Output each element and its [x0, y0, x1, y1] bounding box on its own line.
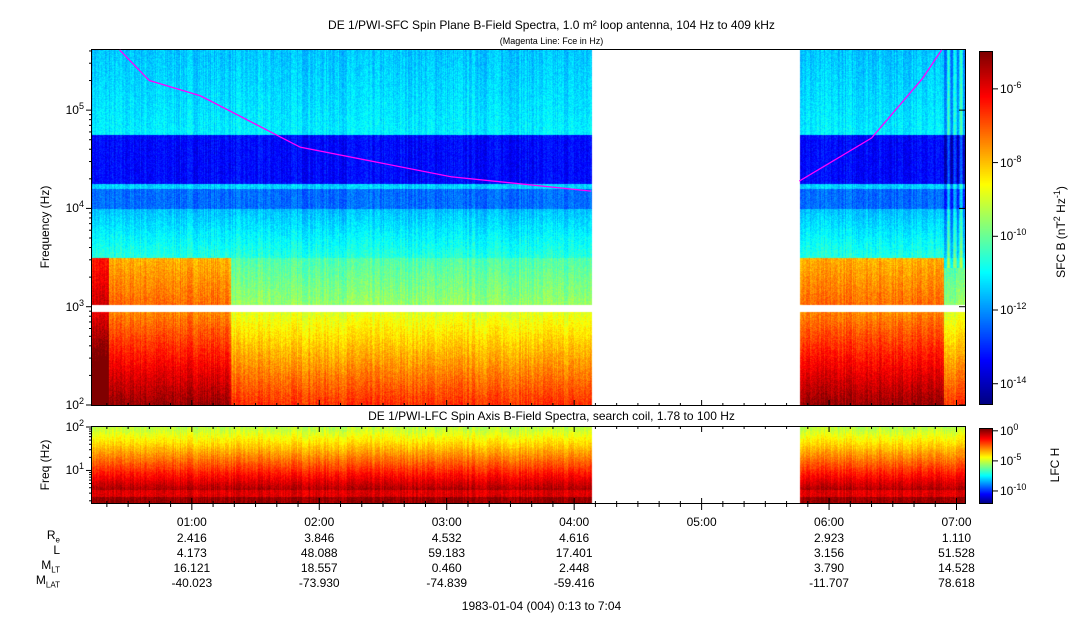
ephemeris-value: 78.618 — [938, 576, 975, 590]
sfc-ytick-label: 104 — [65, 199, 84, 216]
ephemeris-row-label: MLT — [41, 558, 60, 575]
ephemeris-value: 16.121 — [173, 561, 211, 575]
lfc-spectrogram — [92, 427, 965, 503]
lfc-ytick-label: 102 — [65, 418, 84, 434]
ephemeris-value: 17.401 — [555, 546, 593, 560]
lfc-colorbar-tick-label: 100 — [1000, 421, 1019, 438]
sfc-colorbar-tick-label: 10-6 — [1000, 79, 1022, 96]
ephemeris-value: 3.156 — [814, 546, 845, 560]
ephemeris-value: 4.616 — [559, 531, 590, 545]
sfc-colorbar-tick-label: 10-14 — [1000, 374, 1027, 391]
sfc-ytick-label: 103 — [65, 297, 84, 314]
x-tick-label: 07:00 — [941, 515, 972, 529]
x-tick-label: 05:00 — [686, 515, 717, 529]
ephemeris-row-label: MLAT — [35, 573, 60, 590]
ephemeris-value: -73.930 — [298, 576, 340, 590]
sfc-subtitle: (Magenta Line: Fce in Hz) — [499, 36, 604, 46]
ephemeris-value: 3.846 — [304, 531, 335, 545]
x-tick-label: 06:00 — [814, 515, 845, 529]
ephemeris-value: 51.528 — [938, 546, 975, 560]
sfc-colorbar-frame — [979, 51, 993, 405]
sfc-colorbar-tick-label: 10-12 — [1000, 301, 1027, 317]
ephemeris-value: 4.532 — [431, 531, 462, 545]
sfc-plot-frame — [91, 49, 966, 406]
ephemeris-value: 3.790 — [814, 561, 845, 575]
ephemeris-value: -59.416 — [553, 576, 595, 590]
lfc-colorbar-frame — [979, 428, 993, 504]
ephemeris-value: 0.460 — [431, 561, 462, 575]
ephemeris-value: -74.839 — [426, 576, 468, 590]
lfc-colorbar-tick-label: 10-5 — [1000, 451, 1022, 468]
ephemeris-value: 2.448 — [559, 561, 590, 575]
lfc-colorbar — [980, 429, 992, 503]
sfc-colorbar-tick-label: 10-8 — [1000, 153, 1022, 170]
sfc-ytick-label: 102 — [65, 396, 84, 412]
lfc-title: DE 1/PWI-LFC Spin Axis B-Field Spectra, … — [368, 409, 735, 423]
lfc-ytick-label: 101 — [65, 461, 84, 478]
sfc-title: DE 1/PWI-SFC Spin Plane B-Field Spectra,… — [328, 18, 775, 32]
ephemeris-row-label: Re — [46, 528, 60, 545]
ephemeris-value: -11.707 — [809, 576, 849, 590]
ephemeris-row-label: L — [53, 543, 60, 557]
x-tick-label: 02:00 — [304, 515, 335, 529]
x-tick-label: 03:00 — [431, 515, 462, 529]
sfc-colorbar-tick-label: 10-10 — [1000, 227, 1027, 244]
sfc-colorbar — [980, 52, 992, 404]
fce-line-segment-2 — [798, 49, 943, 182]
ephemeris-value: 1.110 — [941, 531, 972, 545]
ephemeris-value: 18.557 — [300, 561, 338, 575]
ephemeris-value: -40.023 — [171, 576, 213, 590]
x-tick-label: 01:00 — [176, 515, 207, 529]
ephemeris-value: 2.416 — [176, 531, 207, 545]
ephemeris-value: 14.528 — [938, 561, 975, 575]
lfc-colorbar-tick-label: 10-10 — [1000, 481, 1027, 498]
sfc-spectrogram — [92, 50, 965, 405]
ephemeris-value: 2.923 — [814, 531, 845, 545]
time-range-footer: 1983-01-04 (004) 0:13 to 7:04 — [461, 599, 622, 613]
x-tick-label: 04:00 — [559, 515, 590, 529]
ephemeris-value: 4.173 — [176, 546, 207, 560]
ephemeris-value: 48.088 — [300, 546, 338, 560]
fce-line-segment-1 — [119, 49, 592, 192]
lfc-plot-frame — [91, 426, 966, 504]
ephemeris-value: 59.183 — [428, 546, 466, 560]
sfc-ytick-label: 105 — [65, 101, 84, 118]
